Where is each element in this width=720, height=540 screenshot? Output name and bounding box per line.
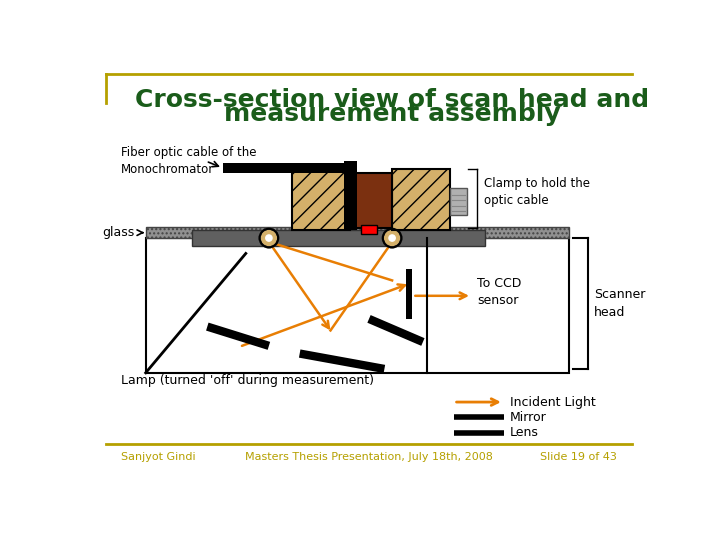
Bar [222,163,350,173]
Bar [392,168,450,231]
Bar [350,173,392,228]
Text: Slide 19 of 43: Slide 19 of 43 [540,453,617,462]
Circle shape [383,229,401,247]
Text: Lamp (turned 'off' during measurement): Lamp (turned 'off' during measurement) [121,374,374,387]
Circle shape [388,234,396,242]
Bar [292,168,350,231]
Text: To CCD
sensor: To CCD sensor [477,277,521,307]
Circle shape [383,229,401,247]
Bar [145,238,570,373]
Text: Sanjyot Gindi: Sanjyot Gindi [121,453,196,462]
Text: Mirror: Mirror [510,411,546,424]
Text: Masters Thesis Presentation, July 18th, 2008: Masters Thesis Presentation, July 18th, … [245,453,493,462]
Bar [361,225,377,234]
Circle shape [265,234,273,242]
Text: Cross-section view of scan head and: Cross-section view of scan head and [135,88,649,112]
Text: Lens: Lens [510,427,539,440]
Bar [450,188,467,215]
Text: Fiber optic cable of the
Monochromator: Fiber optic cable of the Monochromator [121,146,256,176]
Bar [192,231,485,246]
Bar [145,226,570,238]
Bar [406,269,412,319]
Text: Scanner
head: Scanner head [594,288,645,319]
Text: glass: glass [102,226,134,239]
Bar [343,161,357,231]
Circle shape [260,229,278,247]
Text: measurement assembly: measurement assembly [224,102,560,126]
Bar [145,226,570,238]
Text: Incident Light: Incident Light [510,396,595,409]
Text: Clamp to hold the
optic cable: Clamp to hold the optic cable [485,177,590,207]
Circle shape [260,229,278,247]
